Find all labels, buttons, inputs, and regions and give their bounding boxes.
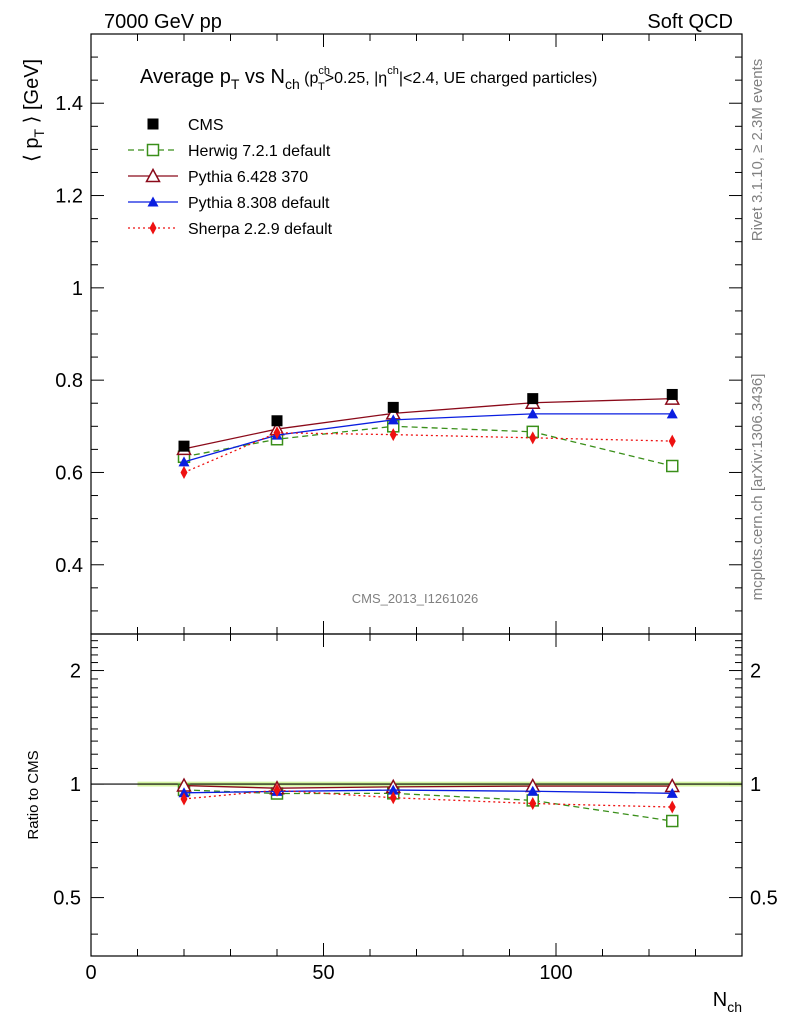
ylabel-sub: T (31, 129, 47, 138)
header-right: Soft QCD (647, 11, 733, 33)
legend-marker (146, 143, 160, 157)
ratio-y-tick-label-right: 2 (750, 661, 761, 683)
header-left: 7000 GeV pp (104, 11, 222, 33)
legend-label: Sherpa 2.2.9 default (188, 221, 333, 238)
data-point (666, 388, 678, 400)
legend-entry: Herwig 7.2.1 default (128, 143, 331, 160)
main-title: Average pT vs Nch (pch T>0.25, |ηch|<2.4,… (140, 65, 597, 93)
data-point (666, 814, 679, 828)
title-cuts-sub1: T (318, 81, 325, 93)
legend-entry: Sherpa 2.2.9 default (128, 221, 333, 238)
data-point (180, 792, 188, 806)
series-2 (176, 390, 681, 456)
title-cuts-c: |<2.4, UE charged particles) (399, 70, 597, 87)
ratio-ylabel: Ratio to CMS (25, 750, 42, 839)
ratio-y-tick-label: 2 (70, 661, 81, 683)
ratio-band (91, 781, 742, 787)
y-tick-label: 0.4 (55, 555, 83, 577)
data-point (387, 401, 399, 413)
data-point (666, 408, 678, 419)
main-axis-ticks: 0.4 0.6 0.8 1 1.2 1.4 (55, 34, 743, 634)
legend-entry: Pythia 6.428 370 (128, 167, 308, 186)
data-point (668, 434, 676, 448)
ratio-panel: 0.5 0.5 1 1 2 2 0 50 100 Ratio to CMS Nch (25, 633, 778, 1015)
x-tick-label: 0 (85, 962, 96, 984)
ratio-y-tick-label: 0.5 (53, 888, 81, 910)
ratio-y-tick-label-right: 1 (750, 774, 761, 796)
ylabel-a: ⟨ p (21, 138, 43, 162)
rivet-label: Rivet 3.1.10, ≥ 2.3M events (749, 59, 766, 242)
series-line (183, 432, 673, 474)
xlabel-sub: ch (727, 999, 742, 1015)
title-cuts-sup1: ch (318, 65, 330, 77)
title-cuts-a: (p (300, 70, 319, 87)
data-point (389, 428, 397, 442)
y-tick-label: 1 (72, 278, 83, 300)
data-point (668, 800, 676, 814)
series-4 (180, 426, 676, 479)
legend-entry: Pythia 8.308 default (128, 195, 330, 212)
data-point (273, 426, 281, 440)
title-sub-t: T (231, 76, 240, 92)
data-point (273, 783, 281, 797)
data-point (178, 787, 190, 798)
ratio-xlabel: Nch (713, 989, 742, 1015)
legend-label: Herwig 7.2.1 default (188, 143, 331, 160)
legend-entry: CMS (147, 117, 224, 134)
title-part-2: vs N (239, 66, 285, 88)
main-series (176, 388, 681, 479)
data-point (387, 784, 399, 795)
y-tick-label: 1.4 (55, 93, 83, 115)
ratio-y-tick-label: 1 (70, 774, 81, 796)
title-sub-ch: ch (285, 76, 300, 92)
x-tick-label: 50 (312, 962, 334, 984)
data-point (527, 785, 539, 796)
legend-marker (145, 167, 161, 183)
title-cuts-b: >0.25, |η (325, 70, 387, 87)
data-point (387, 414, 399, 425)
legend-marker (149, 221, 157, 235)
legend-marker (147, 196, 159, 207)
y-tick-label: 1.2 (55, 186, 83, 208)
title-cuts-sup2: ch (387, 65, 399, 77)
series-1 (177, 420, 679, 473)
xlabel-a: N (713, 989, 727, 1011)
y-tick-label: 0.6 (55, 462, 83, 484)
ratio-series-4 (180, 783, 676, 814)
data-point (271, 415, 283, 427)
watermark: CMS_2013_I1261026 (352, 591, 479, 606)
ratio-series (176, 777, 681, 828)
legend: CMS Herwig 7.2.1 default Pythia 6.428 370 P… (128, 117, 333, 238)
legend-marker (147, 118, 159, 130)
data-point (527, 408, 539, 419)
data-point (527, 393, 539, 405)
ratio-axis-ticks: 0.5 0.5 1 1 2 2 0 50 100 (53, 634, 778, 984)
legend-label: CMS (188, 117, 224, 134)
main-panel: 0.4 0.6 0.8 1 1.2 1.4 CMS_2013_I1261026 Avera… (21, 33, 743, 635)
data-point (529, 797, 537, 811)
ratio-y-tick-label-right: 0.5 (750, 888, 778, 910)
series-line (183, 413, 673, 463)
ylabel-b: ⟩ [GeV] (21, 59, 43, 129)
data-point (389, 791, 397, 805)
data-point (666, 787, 678, 798)
legend-label: Pythia 8.308 default (188, 195, 330, 212)
data-point (529, 431, 537, 445)
series-0 (178, 388, 678, 452)
ratio-line (183, 789, 673, 808)
main-ylabel: ⟨ pT ⟩ [GeV] (21, 59, 47, 162)
data-point (178, 440, 190, 452)
data-point (666, 459, 679, 473)
legend-label: Pythia 6.428 370 (188, 169, 308, 186)
title-part-1: Average p (140, 66, 231, 88)
ratio-series-3 (178, 784, 678, 798)
y-tick-label: 0.8 (55, 370, 83, 392)
series-line (183, 425, 673, 467)
mcplots-label: mcplots.cern.ch [arXiv:1306.3436] (749, 374, 766, 601)
data-point (178, 456, 190, 467)
x-tick-label: 100 (539, 962, 572, 984)
series-3 (178, 408, 678, 467)
data-point (180, 465, 188, 479)
